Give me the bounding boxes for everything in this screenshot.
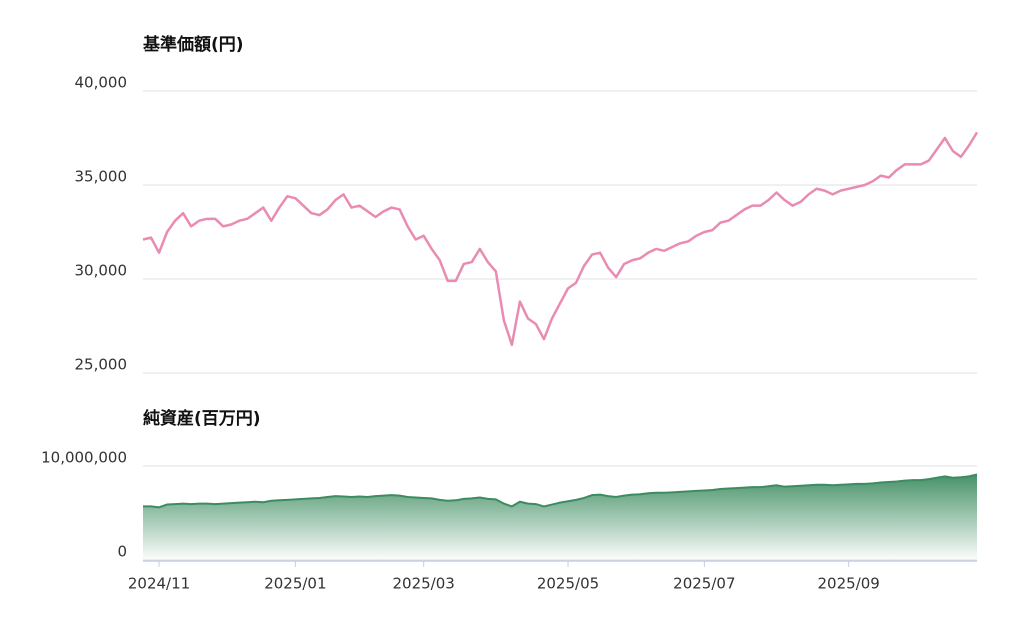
chart-title: 純資産(百万円) bbox=[143, 408, 261, 429]
y-tick-label: 30,000 bbox=[75, 262, 128, 280]
y-tick-label: 35,000 bbox=[75, 168, 128, 186]
chart-title: 基準価額(円) bbox=[142, 34, 244, 55]
y-tick-label: 40,000 bbox=[75, 74, 128, 92]
x-tick-label: 2024/11 bbox=[128, 575, 190, 593]
x-tick-label: 2025/03 bbox=[393, 575, 455, 593]
y-tick-label: 0 bbox=[117, 543, 127, 561]
y-tick-label: 25,000 bbox=[75, 356, 128, 374]
nav-line bbox=[142, 131, 979, 347]
x-tick-label: 2025/07 bbox=[673, 575, 735, 593]
x-tick-label: 2025/05 bbox=[537, 575, 599, 593]
net-assets-line bbox=[143, 473, 978, 509]
x-tick-label: 2025/01 bbox=[264, 575, 326, 593]
y-tick-label: 10,000,000 bbox=[41, 449, 127, 467]
net-assets-area bbox=[143, 474, 977, 560]
x-tick-label: 2025/09 bbox=[818, 575, 880, 593]
